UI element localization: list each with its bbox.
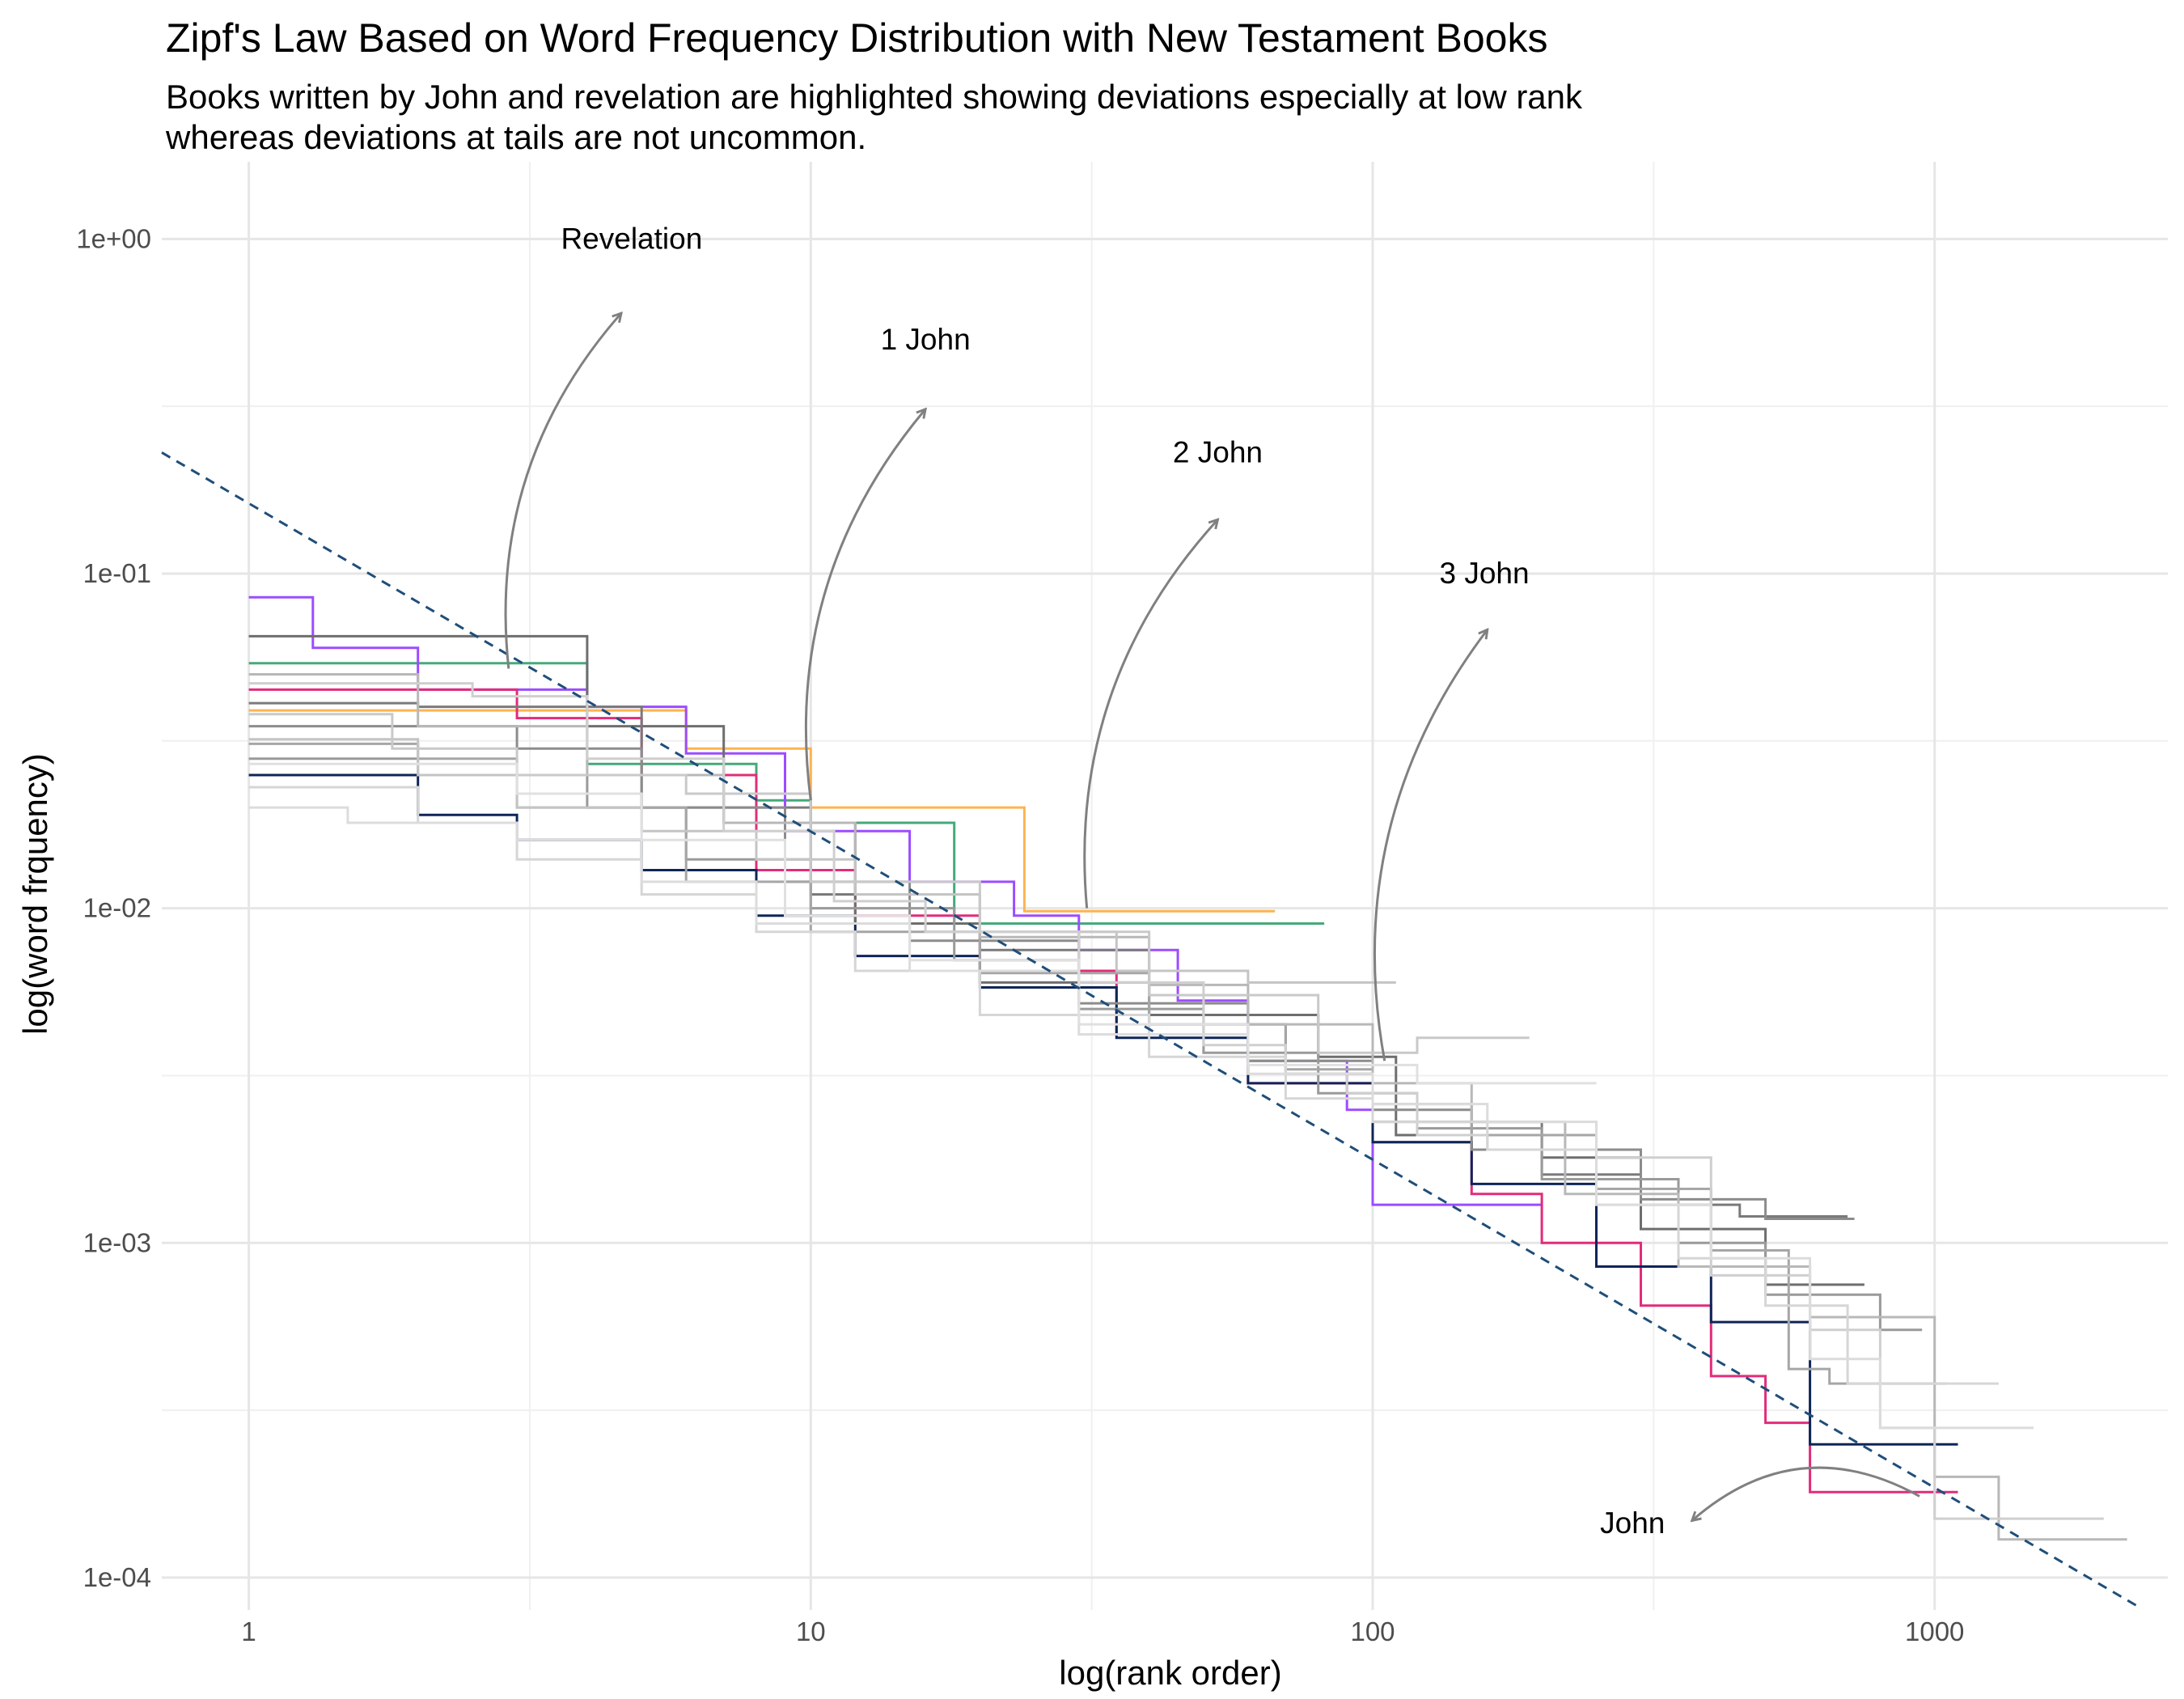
y-tick-label: 1e-02 — [83, 893, 151, 923]
series-line-17 — [248, 762, 1597, 1085]
series-line-16 — [248, 806, 2034, 1430]
annotation-label-1: Revelation — [561, 222, 702, 255]
y-tick-label: 1e-03 — [83, 1227, 151, 1257]
series-line-11 — [248, 673, 2127, 1541]
annotation-arrow-1 — [504, 313, 621, 669]
subtitle-line-2: whereas deviations at tails are not unco… — [166, 118, 867, 156]
x-tick-label: 1 — [241, 1616, 256, 1646]
zipf-reference-line — [161, 451, 2139, 1608]
subtitle-line-1: Books written by John and revelation are… — [166, 78, 1583, 116]
annotation-arrow-5 — [1692, 1466, 1920, 1520]
y-axis-title: log(word frquency) — [16, 753, 54, 1035]
annotation-arrow-2 — [804, 409, 925, 801]
y-tick-label: 1e+00 — [76, 223, 151, 253]
x-tick-label: 1000 — [1905, 1616, 1964, 1646]
y-tick-label: 1e-04 — [83, 1562, 151, 1592]
tick-labels: 1 10 100 1000 1e-04 1e-03 1e-02 1e-01 1e+00 — [76, 223, 1964, 1646]
series-line-8 — [248, 725, 1855, 1220]
series-line-4 — [248, 688, 1958, 1494]
chart-title: Zipf's Law Based on Word Frequency Distr… — [166, 15, 1548, 61]
annotations: Revelation 1 John 2 John 3 John John — [504, 222, 1920, 1540]
series-line-1 — [248, 709, 1276, 913]
reference-line-layer — [161, 451, 2139, 1608]
series-line-5 — [248, 773, 1958, 1446]
series-lines — [248, 595, 2127, 1541]
annotation-arrow-3 — [1083, 519, 1218, 909]
x-tick-label: 10 — [796, 1616, 826, 1646]
annotation-arrow-4 — [1373, 629, 1487, 1061]
chart-subtitle: Books written by John and revelation are… — [166, 77, 1582, 158]
x-tick-label: 100 — [1350, 1616, 1395, 1646]
series-line-12 — [248, 738, 1396, 984]
y-tick-label: 1e-01 — [83, 558, 151, 588]
annotation-label-5: John — [1600, 1506, 1665, 1540]
series-line-15 — [248, 786, 1999, 1385]
major-gridlines — [162, 162, 2168, 1610]
annotation-label-2: 1 John — [881, 323, 971, 356]
series-line-10 — [248, 742, 1947, 1385]
annotation-label-4: 3 John — [1439, 557, 1529, 590]
annotation-label-3: 2 John — [1173, 435, 1263, 468]
minor-gridlines — [162, 162, 2168, 1610]
x-axis-title: log(rank order) — [1059, 1654, 1281, 1692]
